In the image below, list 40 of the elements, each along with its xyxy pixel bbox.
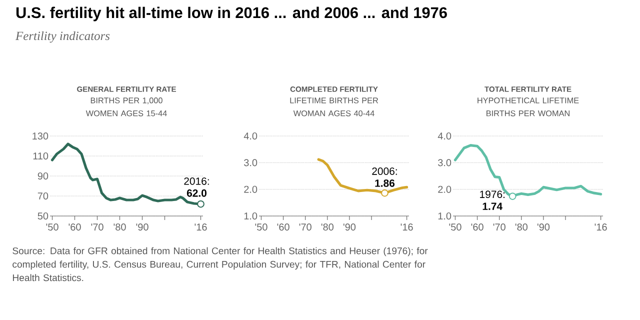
- x-tick-label: '50: [255, 224, 268, 231]
- y-tick-label: 130: [32, 132, 48, 140]
- annotation: 1976: 1.74: [480, 190, 504, 210]
- annotation: 2006: 1.86: [372, 168, 397, 187]
- x-tick-label: '16: [400, 224, 413, 231]
- x-tick-label: '16: [594, 224, 607, 231]
- y-tick-label: 2.0: [438, 186, 452, 193]
- y-tick-label: 3.0: [438, 159, 452, 166]
- x-tick-label: '60: [277, 224, 290, 231]
- x-tick-label: '50: [46, 224, 58, 231]
- chart-subtitle: LIFETIME BIRTHS PER WOMAN AGES 40-44: [290, 98, 378, 116]
- y-tick-label: 1.0: [244, 212, 258, 220]
- chart-subtitle: BIRTHS PER 1,000 WOMEN AGES 15-44: [86, 98, 167, 116]
- x-tick-label: '70: [91, 224, 104, 231]
- x-tick-label: '50: [449, 224, 462, 231]
- text: Fertility indicators: [15, 31, 110, 43]
- x-tick-label: '80: [114, 224, 126, 231]
- x-tick-label: '90: [537, 224, 550, 231]
- text: U.S. fertility hit all-time low in 2016 ... and 2006 ... and 1976: [16, 6, 447, 22]
- y-tick-label: 110: [33, 152, 48, 160]
- x-tick-label: '90: [136, 224, 148, 231]
- y-tick-label: 50: [38, 212, 48, 220]
- chart-subtitle: HYPOTHETICAL LIFETIME BIRTHS PER WOMAN: [478, 98, 579, 116]
- x-tick-label: '70: [493, 224, 506, 231]
- y-tick-label: 4.0: [438, 132, 452, 140]
- x-tick-label: '60: [471, 224, 484, 231]
- x-tick-label: '16: [194, 224, 207, 231]
- source-note: Source: Data for GFR obtained from National Center for Health Statistics and Heuser (1976); for completed fertility, U.S. Census Bureau, Current Population Survey; for TFR, National Center for Health Statistics.: [12, 247, 428, 282]
- y-tick-label: 2.0: [244, 186, 258, 193]
- y-tick-label: 3.0: [244, 159, 258, 166]
- x-tick-label: '70: [299, 224, 312, 231]
- x-tick-label: '60: [68, 224, 81, 231]
- y-tick-label: 70: [38, 192, 48, 200]
- y-tick-label: 1.0: [438, 212, 452, 220]
- x-tick-label: '80: [321, 224, 334, 231]
- annotation: 2016: 62.0: [184, 177, 209, 197]
- y-tick-label: 4.0: [244, 132, 258, 140]
- x-tick-label: '80: [515, 224, 528, 231]
- x-tick-label: '90: [343, 224, 356, 231]
- y-tick-label: 90: [38, 172, 48, 180]
